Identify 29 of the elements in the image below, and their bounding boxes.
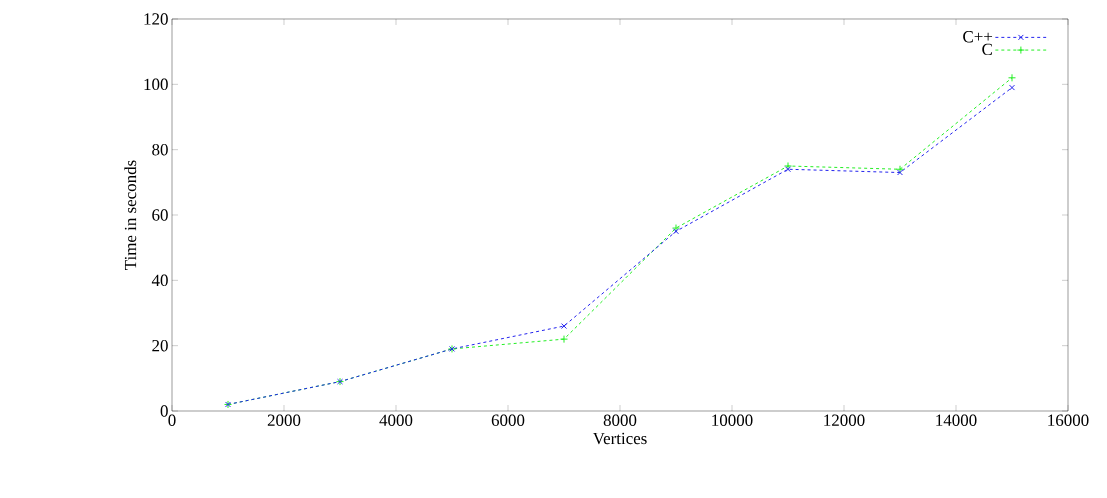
y-tick-label: 0: [160, 405, 168, 417]
x-tick-label: 2000: [267, 414, 301, 426]
point: [897, 169, 903, 176]
x-tick-label: 10000: [712, 414, 753, 426]
x-tick-label: 0: [168, 414, 176, 426]
y-tick-label: 60: [152, 209, 168, 221]
point: [896, 165, 905, 174]
y-axis-title: Time in seconds: [124, 160, 137, 270]
x-tick-label: 8000: [603, 414, 637, 426]
point: [673, 228, 679, 235]
legend-label: C++: [963, 31, 993, 43]
legend-label: C: [982, 43, 992, 56]
point: [672, 224, 680, 233]
point: [785, 166, 791, 173]
x-tick-label: 6000: [491, 414, 525, 426]
x-tick-label: 14000: [936, 414, 977, 426]
point: [1009, 84, 1015, 91]
y-tick-label: 20: [152, 339, 168, 352]
x-tick-label: 4000: [379, 414, 413, 426]
y-tick-label: 120: [144, 13, 168, 25]
x-tick-label: 16000: [1048, 414, 1089, 426]
x-axis-title: Vertices: [592, 432, 647, 445]
y-tick-label: 100: [144, 78, 168, 91]
point: [784, 162, 792, 170]
y-tick-label: 80: [152, 143, 168, 156]
point: [560, 335, 568, 344]
point: [1008, 73, 1017, 82]
x-tick-label: 12000: [824, 414, 865, 426]
y-tick-label: 40: [151, 274, 168, 287]
